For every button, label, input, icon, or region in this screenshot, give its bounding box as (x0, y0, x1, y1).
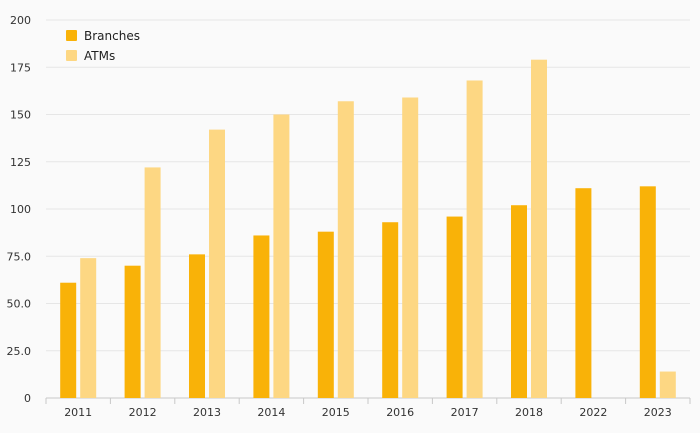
bar-branches-2022 (575, 188, 592, 398)
x-tick-label: 2016 (386, 406, 414, 419)
y-tick-label: 175 (10, 61, 31, 74)
bar-atms-2012 (144, 167, 161, 398)
y-tick-label: 50.0 (7, 298, 32, 311)
bar-atms-2013 (209, 129, 225, 398)
gridlines (46, 19, 690, 352)
y-tick-label: 75.0 (7, 250, 32, 263)
x-tick-label: 2012 (129, 406, 157, 419)
bar-branches-2023 (639, 186, 656, 398)
x-axis: 2011 2012 2013 2014 2015 2016 2017 2018 2022 2023 (45, 397, 691, 419)
y-axis: 0 25.0 50.0 75.0 100 125 150 175 200 (7, 14, 32, 405)
legend-swatch-atms (66, 50, 77, 61)
x-tick-label: 2018 (515, 406, 543, 419)
legend-label-branches: Branches (84, 29, 140, 43)
bar-branches-2014 (253, 235, 270, 398)
y-tick-label: 150 (10, 109, 31, 122)
y-tick-label: 200 (10, 14, 31, 27)
bar-atms-2023 (659, 371, 676, 398)
y-tick-label: 100 (10, 203, 31, 216)
x-tick-label: 2017 (451, 406, 479, 419)
y-tick-label: 0 (24, 392, 31, 405)
bar-branches-2017 (446, 216, 463, 398)
legend: Branches ATMs (66, 29, 140, 63)
bar-branches-2011 (60, 282, 77, 398)
x-tick-label: 2014 (257, 406, 285, 419)
bar-atms-2015 (337, 101, 354, 399)
bar-branches-2012 (124, 265, 141, 398)
x-tick-label: 2022 (579, 406, 607, 419)
bar-atms-2017 (466, 80, 483, 398)
bar-atms-2011 (80, 258, 97, 398)
legend-label-atms: ATMs (84, 49, 115, 63)
bar-branches-2016 (382, 222, 399, 398)
bar-atms-2018 (531, 59, 547, 398)
y-tick-label: 25.0 (7, 345, 32, 358)
bar-branches-2015 (317, 231, 334, 398)
x-tick-label: 2013 (193, 406, 221, 419)
x-tick-label: 2015 (322, 406, 350, 419)
bars (60, 59, 676, 399)
y-tick-label: 125 (10, 156, 31, 169)
bar-atms-2016 (402, 97, 419, 399)
legend-swatch-branches (66, 30, 77, 41)
bar-branches-2018 (511, 205, 527, 398)
x-tick-label: 2011 (64, 406, 92, 419)
x-tick-label: 2023 (644, 406, 672, 419)
bar-atms-2014 (273, 114, 290, 398)
bar-branches-2013 (189, 254, 205, 398)
